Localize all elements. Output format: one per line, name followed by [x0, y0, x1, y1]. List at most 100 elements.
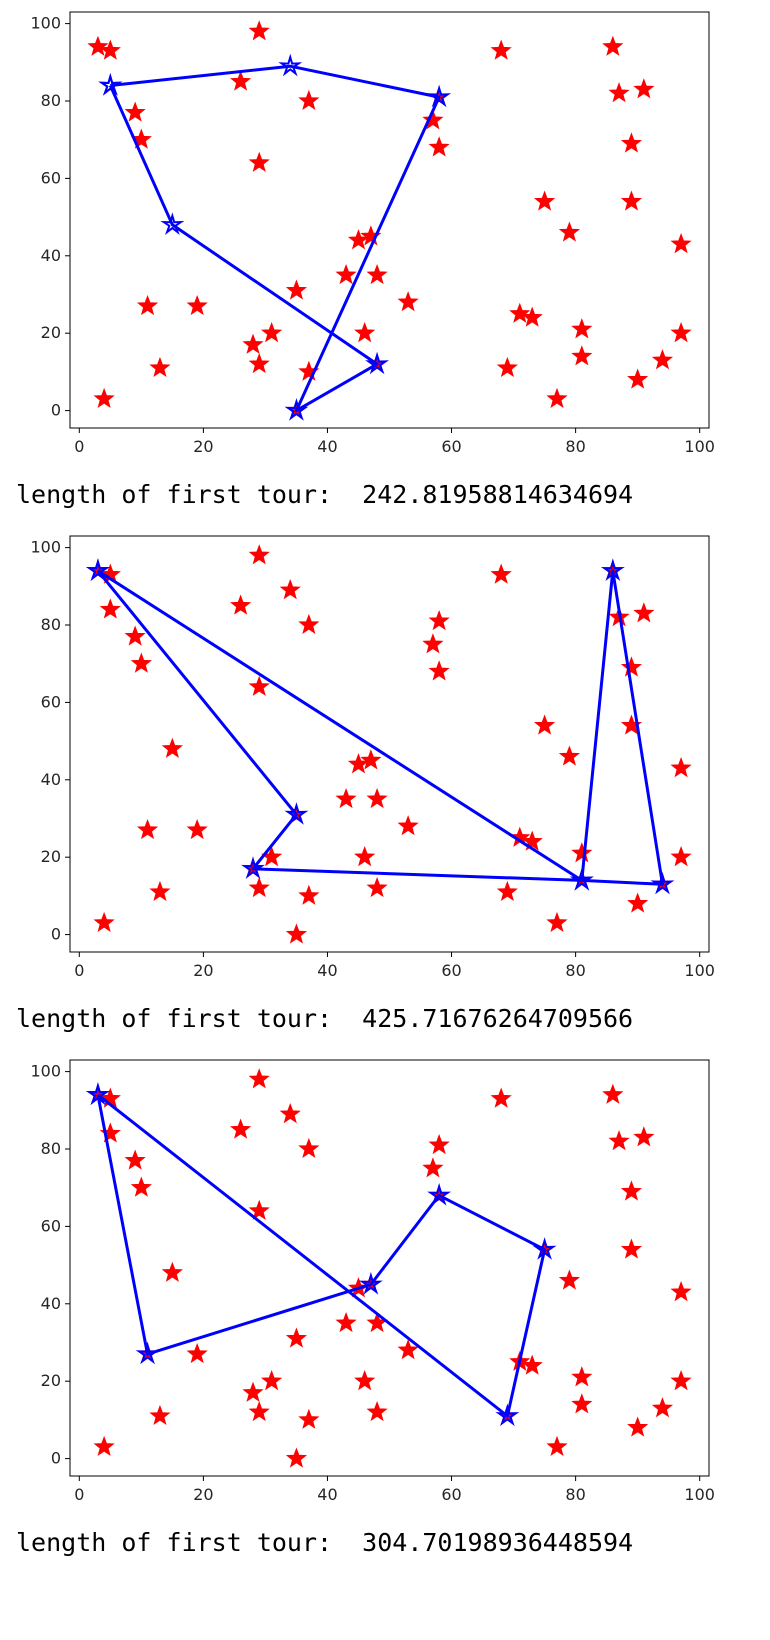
x-tick-label: 100	[684, 1485, 715, 1504]
data-point-star	[620, 1180, 643, 1201]
tour-line	[108, 64, 441, 413]
data-point-star	[261, 1370, 283, 1391]
y-tick-label: 20	[41, 323, 61, 342]
plot-area: 0 20 40 60 80 100 0 20 40 60 80 100	[30, 1059, 715, 1504]
data-point-star	[360, 749, 382, 770]
data-point-star	[670, 322, 692, 343]
data-point-star	[186, 818, 208, 840]
x-tick-label: 80	[565, 961, 585, 980]
x-tick-label: 100	[684, 437, 715, 456]
x-tick-label: 20	[193, 437, 213, 456]
y-tick-label: 60	[41, 1216, 61, 1235]
data-point-star	[620, 714, 643, 735]
tour-chart-1: 0 20 40 60 80 100 0 20 40 60 80 100 length of first…	[0, 0, 770, 548]
data-point-star	[633, 1126, 655, 1147]
tour-vertex-star	[365, 351, 390, 375]
data-point-star	[422, 633, 444, 654]
data-point-star	[546, 1435, 568, 1456]
data-point-star	[354, 322, 376, 343]
tour-vertex-star	[135, 1341, 160, 1365]
tour-chart-2: 0 20 40 60 80 100 0 20 40 60 80 100 length of first…	[0, 524, 770, 1072]
x-tick-label: 60	[441, 1485, 461, 1504]
data-point-star	[521, 306, 543, 327]
data-point-star	[285, 1447, 308, 1468]
data-point-star	[571, 842, 593, 863]
data-point-star	[397, 815, 419, 836]
y-tick-label: 40	[41, 770, 61, 789]
data-point-star	[149, 880, 171, 902]
data-point-star	[546, 387, 568, 408]
data-point-star	[335, 263, 357, 285]
data-point-star	[366, 263, 388, 285]
y-tick-label: 80	[41, 1139, 61, 1158]
data-point-star	[670, 757, 692, 778]
x-tick-label: 0	[74, 437, 84, 456]
data-point-star	[285, 1327, 308, 1348]
y-tick-label: 40	[41, 1294, 61, 1313]
data-point-star	[490, 1087, 512, 1108]
plot-area: 0 20 40 60 80 100 0 20 40 60 80 100	[30, 535, 715, 980]
data-point-star	[670, 1281, 692, 1302]
data-point-star	[242, 1381, 264, 1402]
data-point-star	[161, 737, 183, 758]
data-point-star	[651, 1397, 674, 1418]
data-point-star	[558, 221, 581, 242]
data-point-star	[298, 89, 320, 111]
data-point-star	[279, 579, 301, 600]
data-point-star	[422, 1157, 444, 1178]
data-point-star	[571, 345, 593, 366]
data-point-star	[571, 1366, 593, 1387]
data-point-star	[670, 846, 692, 867]
data-point-star	[93, 387, 115, 408]
data-point-star	[279, 1103, 301, 1124]
x-tick-label: 40	[317, 1485, 337, 1504]
data-point-star	[248, 1401, 270, 1422]
data-point-star	[558, 745, 581, 766]
data-point-star	[627, 1416, 649, 1437]
data-point-star	[99, 39, 121, 60]
tour-vertex-star	[85, 558, 110, 581]
data-point-star	[496, 356, 518, 378]
y-tick-label: 60	[41, 168, 61, 187]
data-point-star	[490, 39, 512, 60]
data-point-star	[261, 322, 283, 343]
data-point-star	[93, 1435, 115, 1456]
tour-vertex-star	[278, 53, 303, 77]
data-point-star	[428, 1133, 450, 1155]
tour-vertex-star	[569, 867, 594, 891]
tour-line	[96, 569, 664, 886]
plot-area: 0 20 40 60 80 100 0 20 40 60 80 100	[30, 11, 715, 456]
y-tick-label: 80	[41, 91, 61, 110]
y-tick-label: 100	[30, 538, 61, 557]
data-point-star	[248, 877, 270, 898]
data-point-star	[490, 563, 512, 584]
data-point-star	[99, 598, 121, 619]
axes-frame	[69, 1059, 710, 1477]
data-point-star	[571, 318, 593, 339]
tour-vertex-star	[85, 1082, 110, 1105]
data-point-star	[248, 20, 270, 41]
data-point-star	[428, 609, 450, 631]
y-tick-label: 80	[41, 615, 61, 634]
data-point-star	[620, 656, 643, 677]
data-point-star	[335, 787, 357, 809]
data-point-star	[496, 880, 518, 902]
data-point-star	[366, 787, 388, 809]
data-point-star	[620, 132, 643, 153]
tour-length-caption: length of first tour: 425.71676264709566	[16, 1004, 634, 1033]
data-point-star	[354, 846, 376, 867]
data-point-star	[366, 1401, 388, 1422]
data-point-star	[571, 1393, 593, 1414]
tour-vertex-star	[427, 84, 452, 108]
data-point-star	[230, 1118, 252, 1139]
tour-vertex-star	[650, 871, 675, 895]
data-point-star	[285, 279, 308, 300]
data-point-star	[651, 349, 674, 370]
data-point-star	[298, 613, 320, 635]
x-tick-label: 0	[74, 961, 84, 980]
x-tick-label: 40	[317, 961, 337, 980]
data-point-star	[602, 1083, 624, 1104]
data-point-star	[633, 78, 655, 99]
data-point-star	[124, 625, 146, 646]
tour-vertex-star	[284, 802, 309, 825]
